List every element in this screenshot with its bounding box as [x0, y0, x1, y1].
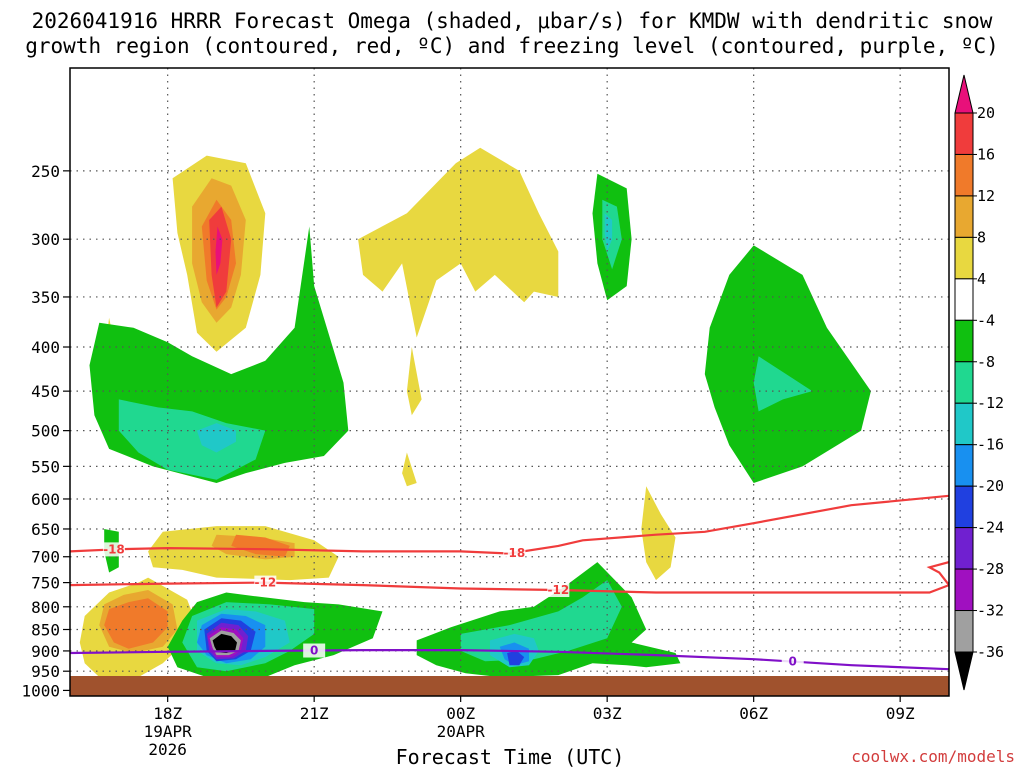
y-tick-label-400: 400	[31, 338, 60, 357]
y-tick-label-600: 600	[31, 490, 60, 509]
credit-link[interactable]: coolwx.com/models	[851, 747, 1015, 766]
colorbar-label-12: 12	[977, 187, 995, 205]
omega-region-2-2	[104, 598, 168, 649]
contour-label-0-1: 0	[789, 655, 797, 669]
colorbar-bottom-triangle	[954, 651, 974, 691]
y-axis-pressure: 250 300 350 400 450 500 550 600 650 700 750 800 850 9…	[21, 162, 70, 700]
x-tick-label-18Z: 18Z	[153, 704, 182, 723]
colorbar-swatch-9	[954, 485, 974, 529]
omega-region-2-1	[231, 534, 290, 557]
omega-region-6-2	[753, 356, 813, 412]
omega-region-13-0	[212, 633, 237, 653]
contour-label--12-0: -12	[254, 576, 276, 590]
y-tick-label-550: 550	[31, 457, 60, 476]
omega-region-7-1	[604, 213, 613, 252]
contour-label-bg--12-0	[254, 575, 277, 590]
colorbar-legend: 20 16 12 8 4 -4 -8 -12 -16 -20 -24 -28 -32 -36	[954, 74, 1004, 691]
colorbar-label--16: -16	[977, 436, 1004, 454]
x-tick-year-2026: 2026	[148, 740, 187, 759]
colorbar-swatch-12	[954, 610, 974, 653]
omega-region-6-0	[118, 399, 266, 480]
y-tick-label-950: 950	[31, 662, 60, 681]
y-tick-label-250: 250	[31, 162, 60, 181]
colorbar-label--36: -36	[977, 643, 1004, 661]
x-tick-date-19APR: 19APR	[144, 722, 193, 741]
colorbar-label--12: -12	[977, 394, 1004, 412]
colorbar-swatch-3	[954, 236, 974, 280]
colorbar-swatch-2	[954, 195, 974, 238]
y-tick-label-750: 750	[31, 574, 60, 593]
colorbar-swatch-0	[954, 112, 974, 155]
colorbar-label--28: -28	[977, 560, 1004, 578]
chart-title-line2: growth region (contoured, red, ºC) and f…	[25, 34, 999, 58]
contour-label-bg-0-0	[303, 643, 326, 658]
contour-label-0-0: 0	[310, 644, 318, 658]
colorbar-label-4: 4	[977, 270, 986, 288]
colorbar-swatch-8	[954, 444, 974, 487]
contour-label-bg-0-1	[781, 654, 804, 669]
omega-region-9-1	[507, 650, 525, 666]
x-tick-label-21Z: 21Z	[300, 704, 329, 723]
contour-line--18	[70, 494, 949, 555]
y-tick-label-650: 650	[31, 520, 60, 539]
colorbar-label--4: -4	[977, 311, 995, 329]
y-tick-label-700: 700	[31, 548, 60, 567]
omega-region-5-4	[704, 245, 871, 483]
gridlines	[70, 68, 949, 696]
contour-label--18-1: -18	[504, 546, 526, 560]
colorbar-label-8: 8	[977, 228, 986, 246]
x-tick-label-00Z: 00Z	[446, 704, 475, 723]
y-tick-label-450: 450	[31, 382, 60, 401]
colorbar-swatch-6	[954, 361, 974, 404]
colorbar-swatch-10	[954, 527, 974, 570]
contour-label-bg--12-1	[547, 583, 570, 598]
y-tick-label-850: 850	[31, 621, 60, 640]
y-tick-label-1000: 1000	[21, 681, 60, 700]
x-tick-label-09Z: 09Z	[886, 704, 915, 723]
x-tick-label-06Z: 06Z	[739, 704, 768, 723]
y-tick-label-500: 500	[31, 422, 60, 441]
colorbar-swatch-5	[954, 319, 974, 363]
chart-title-line1: 2026041916 HRRR Forecast Omega (shaded, …	[32, 9, 993, 33]
y-tick-label-350: 350	[31, 288, 60, 307]
colorbar-label--32: -32	[977, 602, 1004, 620]
colorbar-swatch-1	[954, 153, 974, 197]
contour-label--12-1: -12	[547, 583, 569, 597]
contour-label-bg--18-0	[102, 542, 125, 557]
temperature-contours: -18 -18 -12 -12 0 0	[70, 494, 949, 671]
x-axis-title: Forecast Time (UTC)	[396, 745, 625, 768]
x-tick-label-03Z: 03Z	[593, 704, 622, 723]
omega-region-0-1	[358, 147, 559, 338]
colorbar-label--8: -8	[977, 353, 995, 371]
contour-label--18-0: -18	[103, 542, 125, 556]
contour-label-bg--18-1	[503, 545, 526, 560]
colorbar-label--24: -24	[977, 519, 1004, 537]
colorbar-swatch-11	[954, 568, 974, 612]
y-tick-label-300: 300	[31, 230, 60, 249]
colorbar-label--20: -20	[977, 477, 1004, 495]
omega-region-0-3	[402, 452, 417, 487]
colorbar-swatch-4	[954, 278, 974, 321]
plot-frame	[69, 67, 950, 697]
colorbar-swatch-7	[954, 402, 974, 446]
y-tick-label-800: 800	[31, 598, 60, 617]
colorbar-label-20: 20	[977, 104, 995, 122]
colorbar-label-16: 16	[977, 145, 995, 163]
y-tick-label-900: 900	[31, 642, 60, 661]
contour-line--12	[70, 561, 949, 594]
ground-surface	[70, 676, 949, 696]
omega-region-0-4	[406, 347, 422, 416]
x-tick-date-20APR: 20APR	[437, 722, 486, 741]
